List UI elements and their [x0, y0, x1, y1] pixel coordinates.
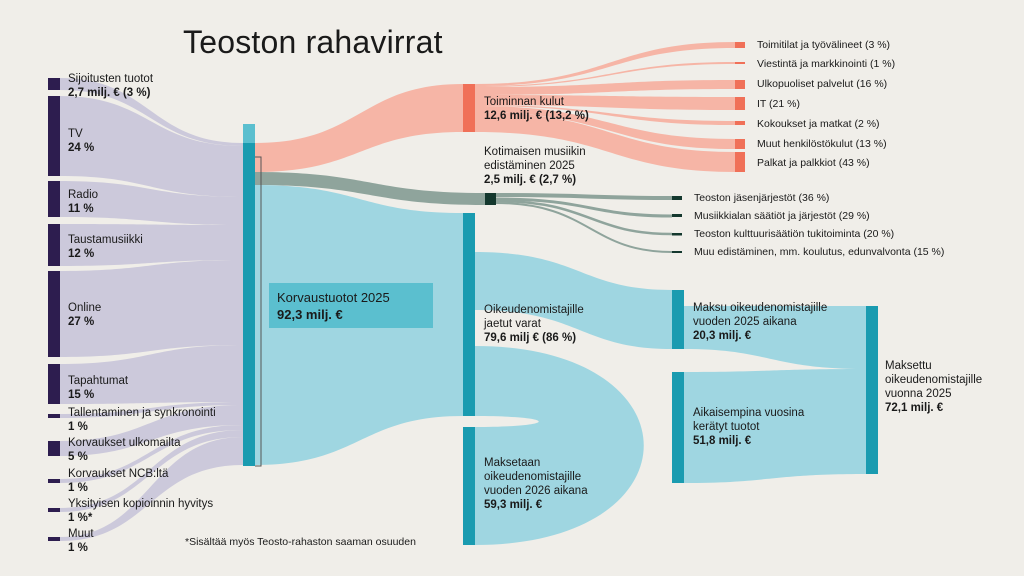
source-label: Muut 1 % — [68, 528, 94, 554]
cost-item-label: Toimitilat ja työvälineet (3 %) — [757, 39, 891, 51]
total-paid-node — [866, 306, 878, 474]
flow-taustamusiikki — [60, 224, 243, 266]
source-label: Yksityisen kopioinnin hyvitys 1 %* — [68, 498, 214, 524]
revenue-title: Korvaustuotot 2025 — [277, 290, 390, 305]
flow-tv — [60, 96, 243, 197]
footnote: *Sisältää myös Teosto-rahaston saaman os… — [185, 536, 416, 548]
source-label: Korvaukset NCB:ltä 1 % — [68, 468, 169, 494]
revenue-box — [269, 283, 433, 328]
flow-online — [60, 260, 243, 357]
flow-paid2025-total — [684, 306, 866, 369]
paid-2026-label: Maksetaan oikeudenomistajille vuoden 2026 … — [484, 457, 588, 511]
paid-2026-node — [463, 427, 475, 545]
source-label: Taustamusiikki 12 % — [68, 234, 143, 260]
cost-item-label: Palkat ja palkkiot (43 %) — [757, 157, 870, 169]
revenue-bracket — [255, 156, 262, 467]
promotion-item-nodes — [672, 196, 682, 253]
costs-node — [463, 84, 475, 132]
source-nodes — [48, 78, 60, 541]
source-label: Tallentaminen ja synkronointi 1 % — [68, 407, 216, 433]
promotion-item-label: Teoston jäsenjärjestöt (36 %) — [694, 192, 830, 204]
flow-ulkomailta — [60, 405, 243, 456]
revenue-node — [243, 124, 255, 466]
earlier-node — [672, 372, 684, 483]
flow-radio — [60, 181, 243, 225]
source-flows — [60, 78, 243, 541]
source-label: Korvaukset ulkomailta 5 % — [68, 437, 181, 463]
promotion-node — [485, 193, 496, 205]
flow-tapahtumat — [60, 345, 243, 404]
promotion-label: Kotimaisen musiikin edistäminen 2025 2,5 m… — [484, 146, 586, 186]
earlier-label: Aikaisempina vuosina kerätyt tuotot 51,8 m… — [693, 407, 805, 447]
flow-sijoitusten — [60, 78, 243, 146]
cost-item-label: Viestintä ja markkinointi (1 %) — [757, 58, 896, 70]
cost-item-label: IT (21 %) — [757, 98, 800, 110]
flow-tallentaminen — [60, 402, 243, 418]
costs-label: Toiminnan kulut 12,6 milj. € (13,2 %) — [484, 96, 589, 122]
cost-item-label: Kokoukset ja matkat (2 %) — [757, 118, 880, 130]
flow-to-costs — [255, 84, 463, 172]
promotion-flows — [495, 193, 673, 253]
promotion-item-label: Musiikkialan säätiöt ja järjestöt (29 %) — [694, 210, 870, 222]
source-label: Radio 11 % — [68, 189, 99, 215]
flow-dist-paid2025 — [475, 252, 672, 349]
promotion-item-label: Muu edistäminen, mm. koulutus, edunvalvo… — [694, 246, 945, 258]
cost-item-nodes — [735, 42, 745, 172]
flow-earlier-total — [684, 369, 866, 483]
revenue-node-top — [243, 124, 255, 143]
source-label: Tapahtumat 15 % — [68, 375, 129, 401]
cost-item-label: Ulkopuoliset palvelut (16 %) — [757, 78, 888, 90]
page-title: Teoston rahavirrat — [183, 24, 443, 60]
source-label: Sijoitusten tuotot 2,7 milj. € (3 %) — [68, 73, 154, 99]
paid-2025-node — [672, 290, 684, 349]
total-paid-label: Maksettu oikeudenomistajille vuonna 2025 72… — [885, 360, 983, 414]
flow-muut — [60, 437, 243, 541]
cost-flows — [475, 42, 735, 172]
revenue-value: 92,3 milj. € — [277, 307, 343, 322]
flow-ncb — [60, 425, 243, 483]
source-label: TV 24 % — [68, 128, 95, 154]
flow-to-promotion — [255, 172, 485, 205]
cost-item-label: Muut henkilöstökulut (13 %) — [757, 138, 887, 150]
promotion-item-label: Teoston kulttuurisäätiön tukitoiminta (2… — [694, 228, 895, 240]
source-label: Online 27 % — [68, 302, 102, 328]
distributed-label: Oikeudenomistajille jaetut varat 79,6 milj… — [484, 304, 584, 344]
flow-kopiointi — [60, 430, 243, 512]
flow-dist-2026 — [475, 346, 644, 545]
distributed-node — [463, 213, 475, 416]
paid-2025-label: Maksu oikeudenomistajille vuoden 2025 aik… — [693, 302, 828, 342]
